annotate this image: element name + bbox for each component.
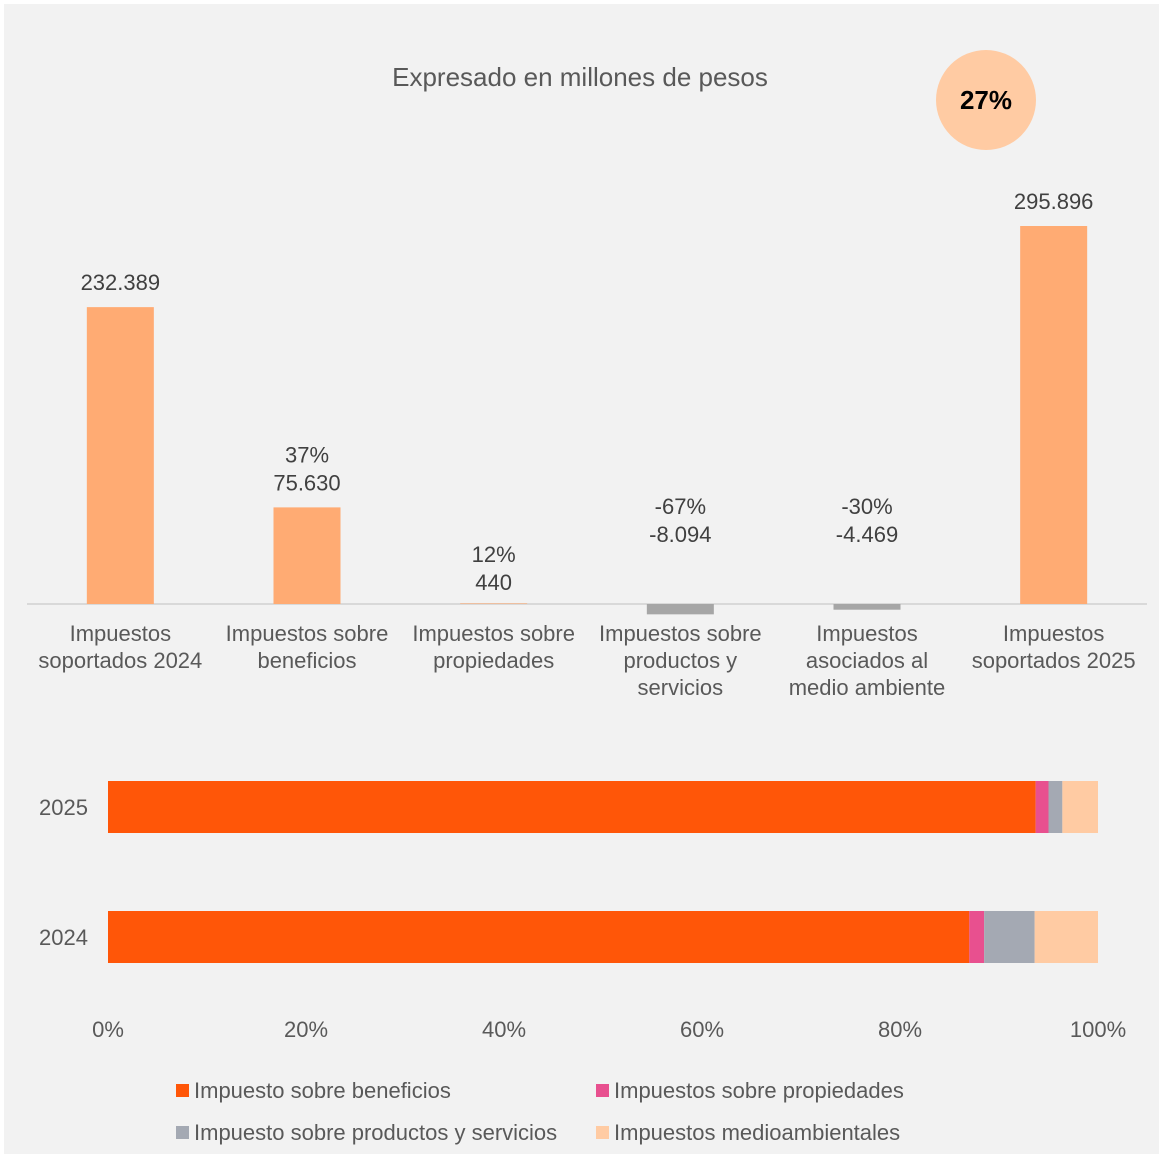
x-tick-label: 0% <box>92 1017 124 1042</box>
growth-badge-label: 27% <box>960 85 1012 115</box>
waterfall-value-label: 75.630 <box>273 470 340 495</box>
stacked-bar-segment <box>1035 781 1049 833</box>
waterfall-category-label: soportados 2024 <box>38 648 202 673</box>
waterfall-bar <box>1020 226 1088 604</box>
waterfall-category-label: asociados al <box>806 648 928 673</box>
waterfall-category-label: Impuestos sobre <box>599 621 762 646</box>
waterfall-bar <box>273 507 341 604</box>
stacked-bar-segment <box>108 911 970 963</box>
waterfall-category-label: Impuestos sobre <box>226 621 389 646</box>
stacked-bar-segment <box>969 911 985 963</box>
stacked-category-label: 2025 <box>39 795 88 820</box>
waterfall-category-label: Impuestos <box>70 621 172 646</box>
waterfall-category-label: soportados 2025 <box>972 648 1136 673</box>
legend-label: Impuesto sobre productos y servicios <box>194 1120 557 1145</box>
waterfall-category-label: beneficios <box>257 648 356 673</box>
waterfall-bar <box>460 603 528 604</box>
stacked-bar-segment <box>1034 911 1098 963</box>
stacked-bar-chart: 2025 2024 0% 20% 40% 60% 80% 100% <box>39 781 1126 1042</box>
legend-label: Impuesto sobre beneficios <box>194 1078 451 1103</box>
waterfall-category-label: propiedades <box>433 648 554 673</box>
waterfall-value-label: -4.469 <box>836 522 898 547</box>
waterfall-category-label: servicios <box>638 675 724 700</box>
waterfall-value-label: 232.389 <box>81 270 161 295</box>
waterfall-category-label: Impuestos <box>1003 621 1105 646</box>
legend-swatch <box>176 1126 189 1139</box>
stacked-bar-segment <box>984 911 1035 963</box>
waterfall-pct-label: 37% <box>285 442 329 467</box>
chart-svg: Expresado en millones de pesos 27% 232.3… <box>27 50 1147 1145</box>
growth-badge <box>936 50 1036 150</box>
waterfall-value-label: 295.896 <box>1014 189 1094 214</box>
stacked-category-label: 2024 <box>39 925 88 950</box>
legend-swatch <box>596 1126 609 1139</box>
legend-swatch <box>596 1084 609 1097</box>
x-tick-label: 100% <box>1070 1017 1126 1042</box>
legend-label: Impuestos medioambientales <box>614 1120 900 1145</box>
waterfall-category-label: Impuestos <box>816 621 918 646</box>
waterfall-pct-label: -67% <box>655 494 706 519</box>
legend: Impuesto sobre beneficios Impuestos sobre… <box>176 1078 904 1145</box>
stacked-bar-segment <box>1048 781 1063 833</box>
chart-title: Expresado en millones de pesos <box>392 62 768 92</box>
stacked-bar-segment <box>1062 781 1098 833</box>
x-tick-label: 60% <box>680 1017 724 1042</box>
waterfall-category-label: Impuestos sobre <box>412 621 575 646</box>
stacked-bar-segment <box>108 781 1036 833</box>
chart-canvas: Expresado en millones de pesos 27% 232.3… <box>4 4 1159 1154</box>
waterfall-bar <box>86 307 154 604</box>
waterfall-category-label: medio ambiente <box>789 675 946 700</box>
waterfall-pct-label: 12% <box>472 542 516 567</box>
waterfall-bar <box>646 604 714 615</box>
waterfall-category-label: productos y <box>623 648 737 673</box>
waterfall-value-label: 440 <box>475 570 512 595</box>
legend-label: Impuestos sobre propiedades <box>614 1078 904 1103</box>
x-tick-label: 20% <box>284 1017 328 1042</box>
x-tick-label: 80% <box>878 1017 922 1042</box>
waterfall-pct-label: -30% <box>841 494 892 519</box>
waterfall-value-label: -8.094 <box>649 522 711 547</box>
legend-swatch <box>176 1084 189 1097</box>
waterfall-bar <box>833 604 901 610</box>
x-tick-label: 40% <box>482 1017 526 1042</box>
